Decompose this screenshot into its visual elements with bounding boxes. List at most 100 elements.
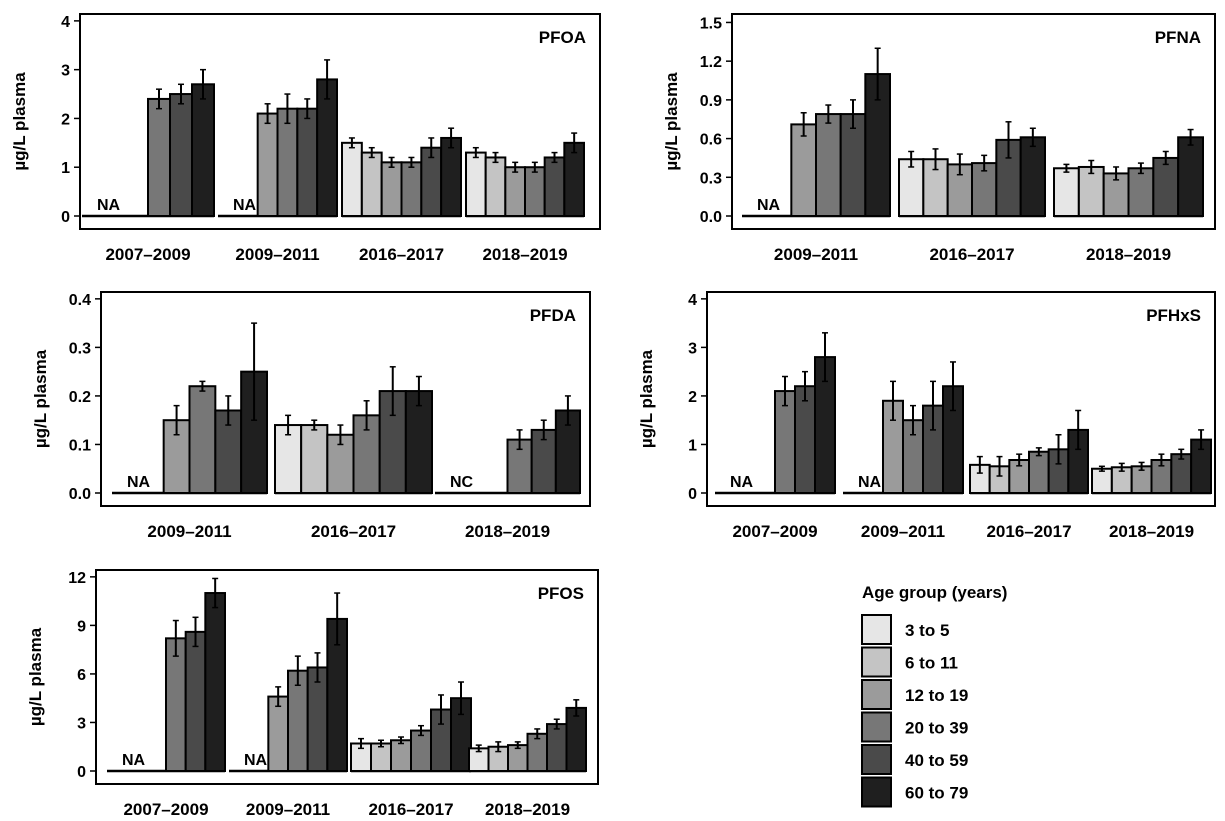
na-note: NA <box>233 197 257 214</box>
chart-panel-pfos: 0 3 6 9 12 µg/L plasma PFOS NA 2007–2009 NA 2009–2… <box>26 569 599 819</box>
legend-label: 20 to 39 <box>905 719 968 738</box>
x-group-label: 2009–2011 <box>246 800 330 819</box>
bar <box>296 107 319 217</box>
bar <box>169 93 193 217</box>
legend-item: 3 to 5 <box>861 614 949 645</box>
y-tick-label: 1.5 <box>700 15 722 32</box>
y-tick-label: 4 <box>61 14 70 31</box>
legend: Age group (years) 3 to 5 6 to 11 12 to 19 2… <box>861 583 1007 808</box>
bar <box>565 706 587 773</box>
bar-group: NA 2007–2009 <box>82 68 215 264</box>
panel-title: PFOA <box>539 28 586 47</box>
bar <box>404 390 434 495</box>
plot-frame <box>79 13 601 230</box>
legend-swatch <box>861 679 892 710</box>
legend-title: Age group (years) <box>862 583 1007 602</box>
bar <box>524 166 546 217</box>
y-tick-label: 0.0 <box>69 486 91 503</box>
x-group-label: 2016–2017 <box>986 522 1071 541</box>
legend-label: 3 to 5 <box>905 621 949 640</box>
bar <box>316 78 338 218</box>
x-group-label: 2016–2017 <box>368 800 453 819</box>
bar-group: NA 2009–2011 <box>218 59 338 264</box>
y-tick-label: 2 <box>688 389 697 406</box>
x-group-label: 2018–2019 <box>485 800 570 819</box>
y-tick-label: 9 <box>77 618 86 635</box>
bar <box>390 739 412 773</box>
bar <box>1177 136 1204 218</box>
bar <box>484 156 507 217</box>
y-tick-label: 0.3 <box>700 170 722 187</box>
bar-group: 2016–2017 <box>350 681 472 819</box>
y-axis-label: µg/L plasma <box>662 72 681 171</box>
y-tick-label: 3 <box>688 340 697 357</box>
na-note: NA <box>858 474 882 491</box>
bar <box>1152 156 1180 218</box>
bar <box>794 385 816 494</box>
bar <box>370 742 392 772</box>
y-tick-label: 0.3 <box>69 340 91 357</box>
bar <box>276 107 299 217</box>
bar <box>165 637 187 772</box>
y-tick-label: 0.9 <box>700 93 722 110</box>
bar-group: NA 2007–2009 <box>715 332 836 541</box>
y-tick-label: 0.1 <box>69 437 91 454</box>
bar <box>410 729 432 773</box>
bar <box>546 723 568 772</box>
y-tick-label: 3 <box>77 715 86 732</box>
chart-panel-pfda: 0.0 0.1 0.2 0.3 0.4 µg/L plasma PFDA NA 2009–201… <box>31 291 591 541</box>
bar <box>1127 167 1155 218</box>
y-axis-label: µg/L plasma <box>26 627 45 726</box>
na-note: NA <box>757 197 781 214</box>
bar-group: NA 2007–2009 <box>107 577 226 819</box>
bar-group: 2016–2017 <box>898 121 1047 264</box>
bar <box>188 385 217 494</box>
legend-item: 20 to 39 <box>861 711 968 743</box>
bar-group: 2016–2017 <box>969 409 1090 541</box>
bar <box>898 158 925 217</box>
x-group-label: 2016–2017 <box>359 245 444 264</box>
bar <box>300 424 329 494</box>
bar <box>306 666 329 772</box>
bar-group: 2018–2019 <box>1091 429 1212 541</box>
x-group-label: 2018–2019 <box>1109 522 1194 541</box>
bar <box>256 112 279 217</box>
legend-swatch <box>861 711 892 743</box>
na-note: NA <box>244 752 268 769</box>
y-tick-label: 0 <box>688 486 697 503</box>
bar-group: NC 2018–2019 <box>435 395 581 541</box>
legend-item: 6 to 11 <box>861 646 958 678</box>
bar <box>530 428 557 494</box>
bar <box>1019 136 1047 218</box>
legend-swatch <box>861 646 892 678</box>
panel-title: PFHxS <box>1146 306 1201 325</box>
y-axis-label: µg/L plasma <box>31 349 50 448</box>
chart-panel-pfna: 0.0 0.3 0.6 0.9 1.2 1.5 µg/L plasma PFNA NA 2009–… <box>662 13 1216 264</box>
bar <box>465 151 487 218</box>
bar <box>360 151 383 218</box>
y-tick-label: 4 <box>688 292 697 309</box>
legend-label: 12 to 19 <box>905 686 968 705</box>
legend-item: 60 to 79 <box>861 776 968 808</box>
bar <box>147 97 171 217</box>
legend-swatch <box>861 744 892 775</box>
y-axis-label: µg/L plasma <box>637 349 656 448</box>
x-group-label: 2018–2019 <box>482 245 567 264</box>
legend-item: 40 to 59 <box>861 744 968 775</box>
y-tick-label: 1 <box>688 437 697 454</box>
plot-frame <box>706 291 1216 507</box>
legend-item: 12 to 19 <box>861 679 968 710</box>
bar <box>204 592 226 773</box>
y-tick-label: 2 <box>61 111 70 128</box>
bar-group: NA 2009–2011 <box>112 322 269 541</box>
plot-frame <box>731 13 1216 230</box>
bar <box>267 695 290 772</box>
y-tick-label: 0 <box>77 764 86 781</box>
x-group-label: 2009–2011 <box>235 245 319 264</box>
legend-swatch <box>861 614 892 645</box>
bar <box>440 136 462 217</box>
x-group-label: 2018–2019 <box>1086 245 1171 264</box>
y-axis-label: µg/L plasma <box>10 72 29 171</box>
